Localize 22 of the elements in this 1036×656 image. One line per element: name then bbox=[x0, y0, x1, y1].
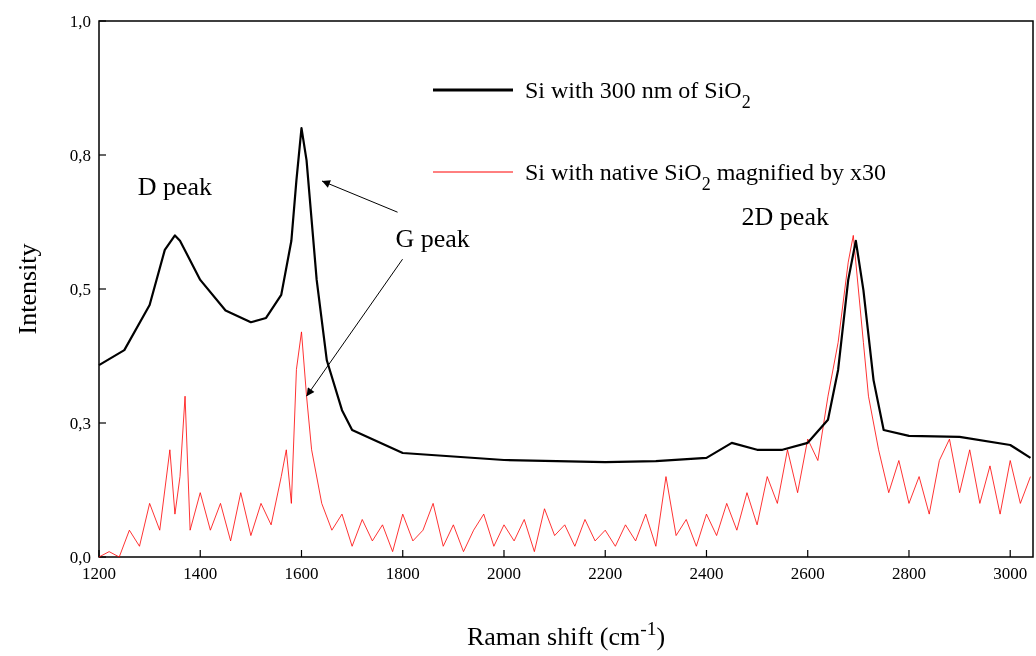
x-tick-label: 1200 bbox=[82, 564, 116, 583]
legend-label: Si with native SiO$_{2}$ magnified by x30 bbox=[525, 159, 886, 194]
y-tick-label: 0,3 bbox=[69, 414, 91, 433]
x-tick-label: 1400 bbox=[183, 564, 218, 583]
x-tick-label: 2800 bbox=[891, 564, 926, 583]
x-tick-label: 2200 bbox=[588, 564, 623, 583]
x-tick-label: 2000 bbox=[486, 564, 521, 583]
y-tick-label: 1,0 bbox=[69, 12, 91, 31]
x-tick-label: 3000 bbox=[993, 564, 1028, 583]
y-tick-label: 0,0 bbox=[69, 548, 91, 567]
annotation: 2D peak bbox=[741, 202, 829, 232]
y-tick-label: 0,5 bbox=[69, 280, 91, 299]
annotation: G peak bbox=[395, 224, 470, 254]
x-axis-title: Raman shift (cm$^{-1}$) bbox=[466, 617, 666, 651]
x-tick-label: 1800 bbox=[385, 564, 420, 583]
annotation: D peak bbox=[137, 172, 213, 202]
x-tick-label: 2600 bbox=[790, 564, 825, 583]
x-tick-label: 1600 bbox=[284, 564, 319, 583]
legend-label: Si with 300 nm of SiO$_{2}$ bbox=[525, 77, 751, 112]
y-axis-title: Intensity bbox=[13, 243, 42, 335]
x-tick-label: 2400 bbox=[689, 564, 724, 583]
y-tick-label: 0,8 bbox=[69, 146, 91, 165]
